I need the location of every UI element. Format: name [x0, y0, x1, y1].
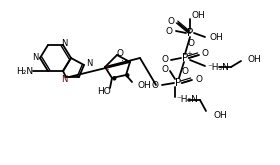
Text: ●: ●	[112, 76, 116, 81]
Text: HO: HO	[97, 87, 111, 97]
Text: OH: OH	[213, 112, 227, 120]
Text: OH: OH	[192, 11, 206, 19]
Text: O: O	[161, 55, 168, 65]
Text: P: P	[187, 28, 193, 38]
Text: ⁻H₃N: ⁻H₃N	[207, 63, 229, 71]
Text: O: O	[152, 81, 159, 89]
Text: P: P	[175, 78, 181, 88]
Text: O: O	[202, 50, 209, 59]
Text: O: O	[167, 16, 174, 26]
Text: OH: OH	[210, 33, 224, 43]
Text: O: O	[116, 49, 123, 57]
Text: O: O	[166, 27, 173, 35]
Text: OH: OH	[137, 82, 151, 90]
Text: +: +	[186, 51, 192, 57]
Text: O: O	[195, 75, 202, 83]
Text: ⁻H₃N: ⁻H₃N	[176, 96, 198, 104]
Text: O: O	[181, 66, 188, 76]
Text: O: O	[188, 39, 195, 49]
Text: N: N	[61, 38, 67, 48]
Text: N: N	[61, 76, 67, 84]
Text: OH: OH	[247, 55, 261, 65]
Text: P: P	[182, 53, 188, 63]
Text: H₂N: H₂N	[17, 66, 34, 76]
Text: ●: ●	[125, 72, 129, 78]
Text: r.: r.	[106, 65, 110, 71]
Text: N: N	[86, 60, 92, 68]
Text: O: O	[161, 65, 168, 73]
Text: ···: ···	[122, 56, 130, 66]
Text: N: N	[32, 53, 38, 63]
